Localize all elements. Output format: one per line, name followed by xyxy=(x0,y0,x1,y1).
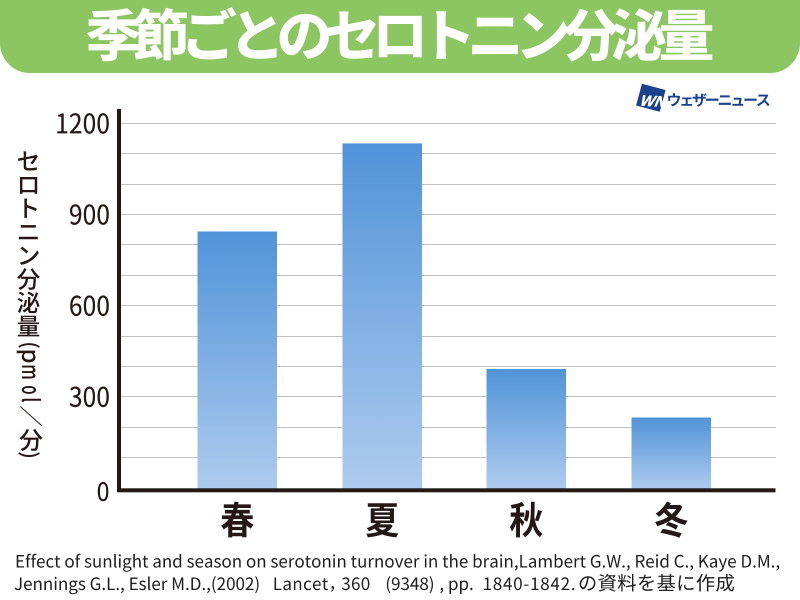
svg-text:WN: WN xyxy=(639,93,669,111)
